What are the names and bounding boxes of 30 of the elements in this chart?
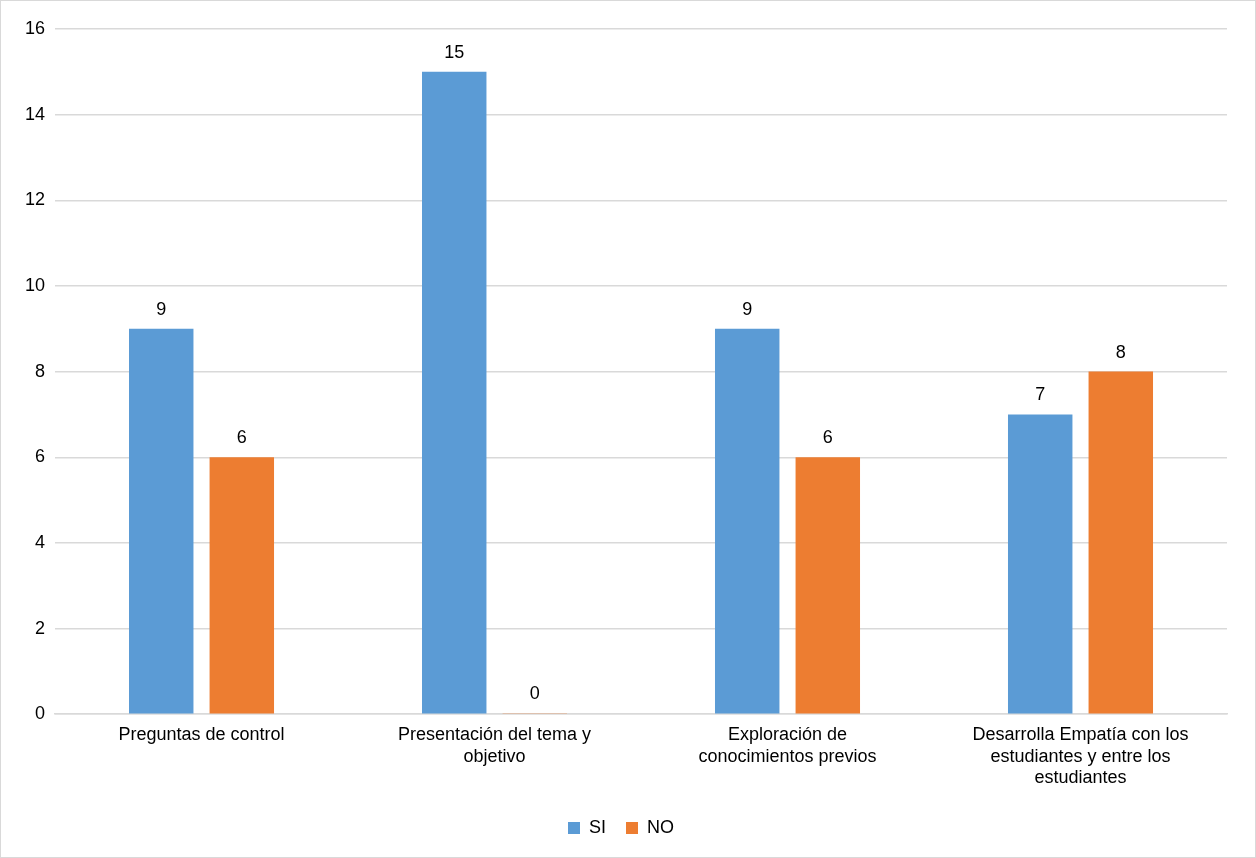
bar (1007, 414, 1073, 714)
data-label: 0 (529, 683, 540, 704)
x-tick-label: Presentación del tema y objetivo (397, 723, 592, 766)
y-tick-label: 14 (24, 103, 46, 124)
x-tick-label: Desarrolla Empatía con los estudiantes y entre los estudiantes (972, 723, 1189, 788)
y-tick-label: 2 (35, 617, 46, 638)
data-label: 7 (1035, 384, 1046, 405)
data-label: 15 (444, 41, 465, 62)
data-label: 6 (236, 427, 247, 448)
y-tick-label: 10 (24, 274, 46, 295)
data-label: 9 (156, 298, 167, 319)
data-label: 6 (822, 427, 833, 448)
y-tick-label: 0 (35, 703, 46, 724)
y-tick-label: 6 (35, 446, 46, 467)
data-label: 8 (1115, 341, 1126, 362)
bar (1088, 371, 1154, 714)
y-tick-label: 12 (24, 189, 46, 210)
bar (129, 328, 194, 714)
bar (422, 71, 487, 714)
x-tick-label: Preguntas de control (118, 723, 285, 744)
bar (795, 457, 861, 714)
y-tick-label: 4 (35, 531, 46, 552)
x-tick-label: Exploración de conocimientos previos (698, 723, 877, 766)
bar (714, 328, 780, 714)
legend-label: NO (647, 816, 674, 837)
y-tick-label: 16 (24, 17, 46, 38)
y-tick-label: 8 (35, 360, 46, 381)
legend-label: SI (589, 816, 607, 837)
data-label: 9 (742, 298, 753, 319)
bar (209, 457, 275, 714)
